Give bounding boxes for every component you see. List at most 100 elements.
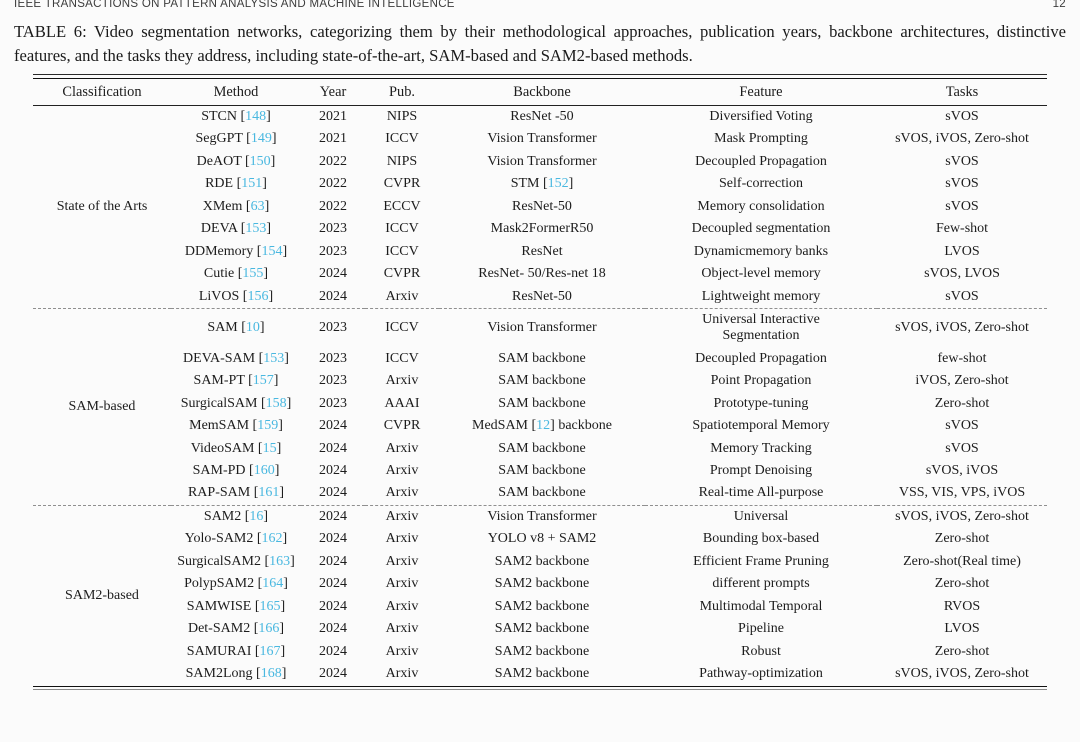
pub-cell: Arxiv <box>385 598 419 614</box>
backbone-cell: SAM2 backbone <box>494 553 590 569</box>
column-header-classification: Classification <box>33 78 171 106</box>
citation-link[interactable]: 149 <box>250 131 272 147</box>
tasks-cell: LVOS <box>944 621 980 637</box>
pub-cell: NIPS <box>386 153 418 169</box>
citation-link[interactable]: 10 <box>245 320 260 336</box>
pub-cell: ICCV <box>385 243 419 259</box>
citation-link[interactable]: 167 <box>259 643 281 659</box>
tasks-cell: sVOS <box>945 176 979 192</box>
citation-link[interactable]: 148 <box>245 108 267 124</box>
year-cell: 2024 <box>319 643 347 659</box>
tasks-cell: sVOS <box>945 108 979 124</box>
citation-link[interactable]: 164 <box>262 576 284 592</box>
tasks-cell: sVOS, LVOS <box>924 266 1000 282</box>
column-header-feature: Feature <box>645 78 877 106</box>
backbone-cell: SAM backbone <box>498 350 586 366</box>
year-cell: 2023 <box>319 395 347 411</box>
table-row: SAM-based SAM [10] 2023 ICCV Vision Transfor… <box>33 307 1047 506</box>
feature-cell: Self-correction <box>719 176 803 192</box>
backbone-cell: SAM backbone <box>498 485 586 501</box>
citation-link[interactable]: 16 <box>249 508 264 524</box>
citation-link[interactable]: 156 <box>247 288 269 304</box>
citation-link[interactable]: 150 <box>249 153 271 169</box>
citation-link[interactable]: 63 <box>250 198 265 214</box>
table-caption: TABLE 6: Video segmentation networks, ca… <box>14 22 1066 65</box>
citation-link[interactable]: 162 <box>261 531 283 547</box>
table-row: SurgicalSAM [158] 2023 AAAI SAM backbone Pro… <box>33 392 1047 414</box>
citation-link[interactable]: 153 <box>263 350 285 366</box>
backbone-cell: SAM2 backbone <box>494 666 590 682</box>
tasks-cell: LVOS <box>944 243 980 259</box>
tasks-cell: few-shot <box>937 350 987 366</box>
backbone-cell: SAM2 backbone <box>494 598 590 614</box>
table-rules-wrapper: Classification Method Year Pub. Backbone Feat… <box>33 74 1047 690</box>
table-row: SAMWISE [165] 2024 Arxiv SAM2 backbone Multi… <box>33 596 1047 618</box>
backbone-cell: SAM2 backbone <box>494 621 590 637</box>
table-row: DEVA [153] 2023 ICCV Mask2FormerR50 Decouple… <box>33 218 1047 240</box>
citation-link[interactable]: 12 <box>536 418 551 434</box>
citation-link[interactable]: 161 <box>258 485 280 501</box>
feature-cell: Spatiotemporal Memory <box>692 418 830 434</box>
year-cell: 2024 <box>319 418 347 434</box>
tasks-cell: Zero-shot(Real time) <box>903 553 1021 569</box>
backbone-cell: Mask2FormerR50 <box>490 221 594 237</box>
method-cell: Yolo-SAM2 [162] <box>184 531 288 547</box>
citation-link[interactable]: 159 <box>257 418 279 434</box>
method-cell: LiVOS [156] <box>198 288 274 304</box>
feature-cell: Memory Tracking <box>710 440 812 456</box>
tasks-cell: Few-shot <box>935 221 989 237</box>
citation-link[interactable]: 152 <box>547 176 569 192</box>
citation-link[interactable]: 157 <box>252 373 274 389</box>
citation-link[interactable]: 163 <box>269 553 291 569</box>
pub-cell: ICCV <box>385 131 419 147</box>
table-row: DDMemory [154] 2023 ICCV ResNet Dynamicmemor… <box>33 241 1047 263</box>
method-cell: DEVA-SAM [153] <box>183 350 289 366</box>
column-header-method: Method <box>171 78 301 106</box>
tasks-cell: Zero-shot <box>934 576 990 592</box>
table-row: DeAOT [150] 2022 NIPS Vision Transformer Dec… <box>33 151 1047 173</box>
backbone-cell: Vision Transformer <box>487 153 597 169</box>
pub-cell: Arxiv <box>385 373 419 389</box>
year-cell: 2024 <box>319 266 347 282</box>
feature-cell: different prompts <box>712 576 810 592</box>
pub-cell: ICCV <box>385 350 419 366</box>
method-cell: RAP-SAM [161] <box>187 485 285 501</box>
year-cell: 2022 <box>319 176 347 192</box>
table-row: Det-SAM2 [166] 2024 Arxiv SAM2 backbone Pipe… <box>33 618 1047 640</box>
method-cell: MemSAM [159] <box>189 418 283 434</box>
tasks-cell: sVOS, iVOS, Zero-shot <box>877 504 1047 529</box>
backbone-cell: ResNet <box>521 243 563 259</box>
year-cell: 2023 <box>319 350 347 366</box>
tasks-cell: RVOS <box>943 598 981 614</box>
running-header: IEEE TRANSACTIONS ON PATTERN ANALYSIS AN… <box>14 0 1066 10</box>
citation-link[interactable]: 154 <box>261 243 283 259</box>
method-cell: DDMemory [154] <box>184 243 288 259</box>
year-cell: 2024 <box>319 621 347 637</box>
feature-cell: Decoupled Propagation <box>695 350 827 366</box>
citation-link[interactable]: 168 <box>260 666 282 682</box>
journal-title: IEEE TRANSACTIONS ON PATTERN ANALYSIS AN… <box>14 0 455 10</box>
tasks-cell: sVOS, iVOS, Zero-shot <box>895 666 1029 682</box>
year-cell: 2023 <box>301 307 365 348</box>
citation-link[interactable]: 165 <box>259 598 281 614</box>
method-cell: Cutie [155] <box>203 266 269 282</box>
column-header-tasks: Tasks <box>877 78 1047 106</box>
citation-link[interactable]: 151 <box>241 176 263 192</box>
table-row: SAM-PT [157] 2023 Arxiv SAM backbone Point P… <box>33 370 1047 392</box>
citation-link[interactable]: 15 <box>262 440 277 456</box>
table-row: RDE [151] 2022 CVPR STM [152] Self-correctio… <box>33 173 1047 195</box>
method-cell: VideoSAM [15] <box>190 440 282 456</box>
table-row: MemSAM [159] 2024 CVPR MedSAM [12] backbone… <box>33 415 1047 437</box>
tasks-cell: sVOS <box>945 440 979 456</box>
column-header-backbone: Backbone <box>439 78 645 106</box>
table-row: Yolo-SAM2 [162] 2024 Arxiv YOLO v8 + SAM2 Bo… <box>33 528 1047 550</box>
year-cell: 2024 <box>319 553 347 569</box>
method-cell: DeAOT [150] <box>196 153 276 169</box>
feature-cell: Mask Prompting <box>714 131 808 147</box>
citation-link[interactable]: 158 <box>265 395 287 411</box>
citation-link[interactable]: 153 <box>245 221 267 237</box>
citation-link[interactable]: 166 <box>258 621 280 637</box>
methods-table: Classification Method Year Pub. Backbone Feat… <box>33 77 1047 687</box>
citation-link[interactable]: 155 <box>242 266 264 282</box>
citation-link[interactable]: 160 <box>253 463 275 478</box>
